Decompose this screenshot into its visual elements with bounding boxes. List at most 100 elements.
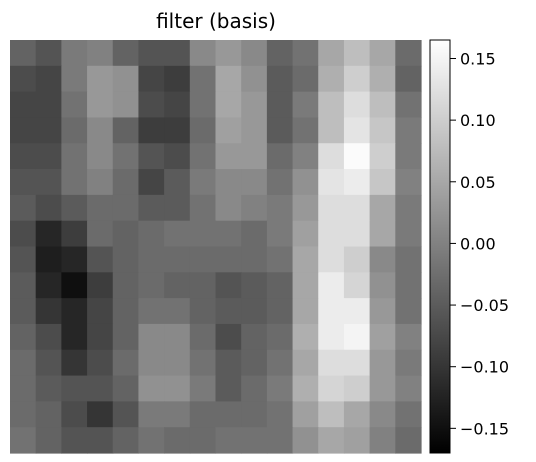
- heatmap-cell: [189, 349, 217, 377]
- heatmap-cell: [318, 427, 345, 454]
- heatmap-cell: [35, 246, 62, 273]
- heatmap-cell: [87, 143, 114, 170]
- heatmap-cell: [318, 220, 345, 248]
- heatmap-cell: [138, 194, 165, 222]
- heatmap-cell: [189, 117, 217, 144]
- heatmap-cell: [215, 169, 242, 196]
- heatmap-cell: [61, 375, 88, 402]
- heatmap-cell: [138, 298, 165, 325]
- heatmap-cell: [87, 323, 114, 351]
- heatmap-cell: [292, 91, 319, 119]
- heatmap-cell: [61, 194, 88, 222]
- heatmap-cell: [10, 194, 37, 222]
- heatmap-cell: [292, 220, 319, 248]
- heatmap-cell: [266, 194, 294, 222]
- heatmap-cell: [215, 375, 242, 402]
- heatmap-cell: [112, 246, 140, 273]
- heatmap-cell: [138, 40, 165, 67]
- heatmap-cell: [369, 65, 396, 93]
- heatmap-cell: [138, 375, 165, 402]
- heatmap-cell: [189, 65, 217, 93]
- colorbar-tick-label: −0.10: [460, 358, 509, 377]
- heatmap-cell: [318, 349, 345, 377]
- heatmap-cell: [241, 117, 268, 144]
- heatmap-cell: [395, 272, 422, 299]
- heatmap-cell: [215, 40, 242, 67]
- heatmap-cell: [112, 194, 140, 222]
- heatmap-cell: [164, 272, 191, 299]
- heatmap-cell: [112, 220, 140, 248]
- heatmap-cell: [318, 117, 345, 144]
- heatmap-cell: [112, 427, 140, 454]
- heatmap-cell: [215, 65, 242, 93]
- heatmap-cell: [138, 272, 165, 299]
- heatmap-cell: [395, 323, 422, 351]
- heatmap-cell: [292, 246, 319, 273]
- heatmap-cell: [266, 246, 294, 273]
- heatmap-grid: [10, 40, 422, 454]
- heatmap-cell: [189, 194, 217, 222]
- heatmap-cell: [369, 298, 396, 325]
- heatmap-cell: [35, 401, 62, 428]
- heatmap-cell: [395, 298, 422, 325]
- heatmap-cell: [112, 169, 140, 196]
- heatmap-cell: [241, 375, 268, 402]
- heatmap-cell: [87, 194, 114, 222]
- heatmap-cell: [189, 169, 217, 196]
- heatmap-cell: [61, 323, 88, 351]
- heatmap-cell: [87, 40, 114, 67]
- heatmap-cell: [241, 40, 268, 67]
- heatmap-cell: [35, 91, 62, 119]
- heatmap-cell: [164, 323, 191, 351]
- heatmap-cell: [189, 401, 217, 428]
- heatmap-cell: [35, 169, 62, 196]
- heatmap-cell: [112, 272, 140, 299]
- heatmap-cell: [61, 65, 88, 93]
- heatmap-cell: [164, 117, 191, 144]
- heatmap-cell: [35, 298, 62, 325]
- heatmap-cell: [87, 349, 114, 377]
- heatmap-cell: [318, 65, 345, 93]
- heatmap-cell: [241, 169, 268, 196]
- heatmap-cell: [318, 91, 345, 119]
- heatmap-cell: [241, 349, 268, 377]
- heatmap-cell: [61, 272, 88, 299]
- heatmap-cell: [266, 375, 294, 402]
- heatmap-cell: [292, 349, 319, 377]
- heatmap-cell: [138, 323, 165, 351]
- heatmap-cell: [369, 220, 396, 248]
- heatmap-cell: [292, 427, 319, 454]
- heatmap-cell: [164, 427, 191, 454]
- heatmap-cell: [241, 323, 268, 351]
- heatmap-cell: [241, 65, 268, 93]
- heatmap-cell: [343, 246, 371, 273]
- heatmap-cell: [369, 246, 396, 273]
- heatmap-cell: [164, 349, 191, 377]
- heatmap-cell: [112, 65, 140, 93]
- heatmap-cell: [215, 401, 242, 428]
- heatmap-cell: [343, 117, 371, 144]
- heatmap-cell: [138, 91, 165, 119]
- heatmap-cell: [343, 91, 371, 119]
- heatmap-cell: [189, 91, 217, 119]
- heatmap-cell: [369, 194, 396, 222]
- heatmap-cell: [215, 272, 242, 299]
- heatmap-cell: [189, 323, 217, 351]
- heatmap-cell: [318, 298, 345, 325]
- heatmap-cell: [343, 194, 371, 222]
- heatmap-cell: [112, 349, 140, 377]
- heatmap-cell: [395, 375, 422, 402]
- heatmap-cell: [343, 169, 371, 196]
- heatmap-cell: [292, 143, 319, 170]
- heatmap-cell: [369, 349, 396, 377]
- heatmap-cell: [343, 349, 371, 377]
- heatmap-cell: [343, 323, 371, 351]
- heatmap-cell: [164, 375, 191, 402]
- heatmap-cell: [318, 401, 345, 428]
- heatmap-cell: [292, 323, 319, 351]
- heatmap-cell: [266, 401, 294, 428]
- heatmap-cell: [35, 427, 62, 454]
- heatmap-cell: [215, 298, 242, 325]
- heatmap-cell: [10, 91, 37, 119]
- heatmap-cell: [369, 91, 396, 119]
